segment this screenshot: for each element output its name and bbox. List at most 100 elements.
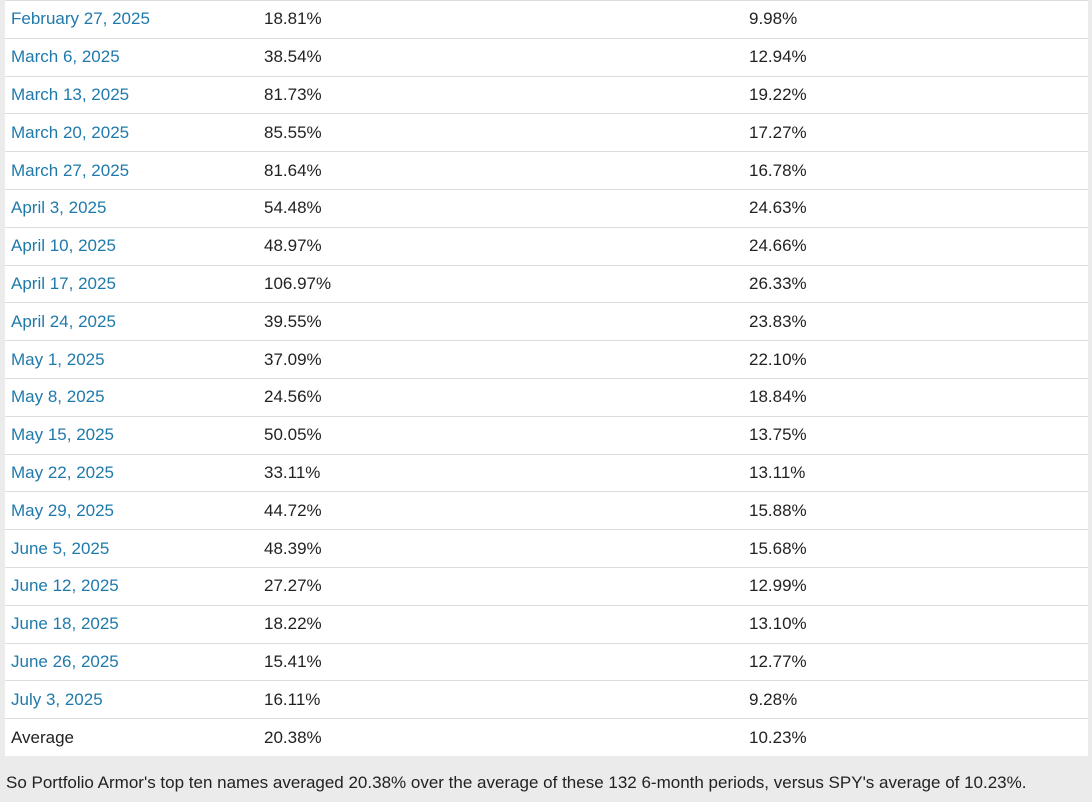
portfolio-return-cell: 38.54%	[264, 47, 322, 67]
spy-return-cell: 9.28%	[749, 689, 798, 709]
date-link[interactable]: May 15, 2025	[11, 425, 115, 445]
date-link[interactable]: June 26, 2025	[11, 651, 119, 671]
date-cell[interactable]: April 10, 2025	[5, 227, 258, 265]
table-row: June 26, 2025 15.41% 12.77%	[5, 643, 1088, 681]
date-link[interactable]: April 17, 2025	[11, 273, 116, 293]
date-link[interactable]: April 10, 2025	[11, 236, 116, 256]
portfolio-return-cell: 18.22%	[264, 614, 322, 634]
portfolio-return-cell: 33.11%	[264, 462, 321, 482]
table-row: February 27, 2025 18.81% 9.98%	[5, 0, 1088, 39]
portfolio-return-cell: 16.11%	[264, 689, 321, 709]
date-link[interactable]: May 1, 2025	[11, 349, 105, 369]
table-row: June 5, 2025 48.39% 15.68%	[5, 530, 1088, 568]
portfolio-return-cell: 48.97%	[264, 236, 322, 256]
table-row: May 1, 2025 37.09% 22.10%	[5, 341, 1088, 379]
table-row: April 17, 2025 106.97% 26.33%	[5, 265, 1088, 303]
spy-return-cell: 17.27%	[749, 122, 807, 142]
date-cell[interactable]: March 27, 2025	[5, 152, 258, 190]
spy-return-cell: 13.75%	[749, 425, 807, 445]
portfolio-return-cell: 85.55%	[264, 122, 322, 142]
table-row: March 13, 2025 81.73% 19.22%	[5, 76, 1088, 114]
average-spy-cell: 10.23%	[749, 727, 807, 747]
spy-return-cell: 19.22%	[749, 84, 807, 104]
date-link[interactable]: June 18, 2025	[11, 614, 119, 634]
date-link[interactable]: March 6, 2025	[11, 47, 120, 67]
portfolio-return-cell: 24.56%	[264, 387, 322, 407]
table-row: April 24, 2025 39.55% 23.83%	[5, 303, 1088, 341]
returns-table-container: February 27, 2025 18.81% 9.98% March 6, …	[5, 0, 1088, 757]
date-link[interactable]: June 5, 2025	[11, 538, 110, 558]
spy-return-cell: 12.94%	[749, 47, 807, 67]
portfolio-return-cell: 15.41%	[264, 651, 322, 671]
date-cell[interactable]: May 1, 2025	[5, 341, 258, 379]
table-row: June 12, 2025 27.27% 12.99%	[5, 567, 1088, 606]
spy-return-cell: 22.10%	[749, 349, 807, 369]
table-row: May 8, 2025 24.56% 18.84%	[5, 378, 1088, 417]
date-link[interactable]: April 3, 2025	[11, 198, 107, 218]
average-row: Average 20.38% 10.23%	[5, 719, 1088, 757]
date-cell[interactable]: June 12, 2025	[5, 567, 258, 605]
table-row: March 27, 2025 81.64% 16.78%	[5, 152, 1088, 190]
portfolio-return-cell: 37.09%	[264, 349, 322, 369]
portfolio-return-cell: 18.81%	[264, 9, 322, 29]
spy-return-cell: 12.99%	[749, 576, 807, 596]
date-cell[interactable]: March 6, 2025	[5, 38, 258, 76]
table-row: March 6, 2025 38.54% 12.94%	[5, 38, 1088, 77]
table-row: June 18, 2025 18.22% 13.10%	[5, 605, 1088, 644]
date-link[interactable]: July 3, 2025	[11, 689, 103, 709]
date-link[interactable]: April 24, 2025	[11, 311, 116, 331]
date-cell[interactable]: June 26, 2025	[5, 643, 258, 681]
summary-paragraph: So Portfolio Armor's top ten names avera…	[6, 773, 1027, 792]
date-link[interactable]: May 22, 2025	[11, 462, 115, 482]
portfolio-return-cell: 27.27%	[264, 576, 322, 596]
spy-return-cell: 24.63%	[749, 198, 807, 218]
date-cell[interactable]: May 22, 2025	[5, 454, 258, 492]
date-cell[interactable]: March 13, 2025	[5, 76, 258, 114]
spy-return-cell: 13.11%	[749, 462, 806, 482]
date-cell[interactable]: June 5, 2025	[5, 530, 258, 568]
spy-return-cell: 12.77%	[749, 651, 807, 671]
date-cell[interactable]: March 20, 2025	[5, 114, 258, 152]
date-cell[interactable]: April 17, 2025	[5, 265, 258, 303]
portfolio-return-cell: 44.72%	[264, 500, 322, 520]
table-row: March 20, 2025 85.55% 17.27%	[5, 114, 1088, 152]
portfolio-return-cell: 81.64%	[264, 160, 322, 180]
spy-return-cell: 15.68%	[749, 538, 807, 558]
table-row: May 22, 2025 33.11% 13.11%	[5, 454, 1088, 492]
date-link[interactable]: May 29, 2025	[11, 500, 115, 520]
date-link[interactable]: March 20, 2025	[11, 122, 130, 142]
date-link[interactable]: May 8, 2025	[11, 387, 105, 407]
date-cell[interactable]: April 3, 2025	[5, 189, 258, 227]
table-row: May 29, 2025 44.72% 15.88%	[5, 492, 1088, 530]
table-row: April 10, 2025 48.97% 24.66%	[5, 227, 1088, 266]
date-cell[interactable]: May 29, 2025	[5, 492, 258, 530]
portfolio-return-cell: 50.05%	[264, 425, 322, 445]
date-link[interactable]: March 27, 2025	[11, 160, 130, 180]
portfolio-return-cell: 106.97%	[264, 273, 332, 293]
date-cell[interactable]: May 15, 2025	[5, 416, 258, 454]
date-cell[interactable]: April 24, 2025	[5, 303, 258, 341]
portfolio-return-cell: 48.39%	[264, 538, 322, 558]
returns-table: February 27, 2025 18.81% 9.98% March 6, …	[5, 0, 1088, 756]
spy-return-cell: 26.33%	[749, 273, 807, 293]
date-cell[interactable]: February 27, 2025	[5, 1, 258, 39]
average-label-text: Average	[11, 727, 75, 747]
spy-return-cell: 9.98%	[749, 9, 798, 29]
date-cell[interactable]: July 3, 2025	[5, 681, 258, 719]
date-link[interactable]: February 27, 2025	[11, 9, 150, 29]
spy-return-cell: 16.78%	[749, 160, 807, 180]
table-row: July 3, 2025 16.11% 9.28%	[5, 681, 1088, 719]
date-link[interactable]: June 12, 2025	[11, 576, 119, 596]
spy-return-cell: 15.88%	[749, 500, 807, 520]
average-label: Average	[5, 719, 258, 757]
average-portfolio-cell: 20.38%	[264, 727, 322, 747]
table-row: May 15, 2025 50.05% 13.75%	[5, 416, 1088, 455]
spy-return-cell: 24.66%	[749, 236, 807, 256]
returns-table-body: February 27, 2025 18.81% 9.98% March 6, …	[5, 0, 1088, 757]
spy-return-cell: 13.10%	[749, 614, 807, 634]
date-link[interactable]: March 13, 2025	[11, 84, 130, 104]
table-row: April 3, 2025 54.48% 24.63%	[5, 189, 1088, 228]
date-cell[interactable]: June 18, 2025	[5, 605, 258, 643]
date-cell[interactable]: May 8, 2025	[5, 378, 258, 416]
spy-return-cell: 23.83%	[749, 311, 807, 331]
